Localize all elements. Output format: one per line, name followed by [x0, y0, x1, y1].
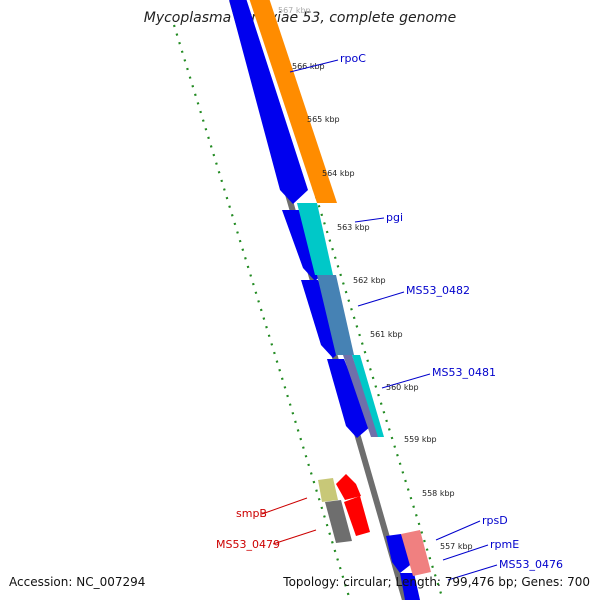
scale-label-560: 560 kbp — [386, 383, 419, 392]
cds-arrow-1[interactable] — [227, 0, 308, 204]
gene-label-rpoC[interactable]: rpoC — [340, 52, 366, 65]
cds-arrow-5[interactable] — [386, 534, 414, 573]
map-title: Mycoplasma synoviae 53, complete genome — [143, 10, 457, 26]
gene-label-ms53_0479[interactable]: MS53_0479 — [216, 538, 280, 551]
leader-ms53_0481 — [381, 373, 431, 389]
scale-label-564: 564 kbp — [322, 169, 355, 178]
cds-arrow-6[interactable] — [400, 573, 420, 600]
scale-label-563: 563 kbp — [337, 223, 370, 232]
scale-label-559: 559 kbp — [404, 435, 437, 444]
feature-pgi-band[interactable] — [297, 203, 333, 275]
scale-label-561: 561 kbp — [370, 330, 403, 339]
scale-label-558: 558 kbp — [422, 489, 455, 498]
gene-label-smpB[interactable]: smpB — [236, 507, 267, 520]
feature-ms53_0481-band-cyan[interactable] — [352, 355, 384, 437]
leader-rpsD — [435, 520, 481, 541]
leader-ms53_0482 — [357, 291, 405, 307]
feature-ms53_0481-band[interactable] — [343, 355, 380, 437]
outer-dotted-ring — [172, 24, 352, 600]
gene-label-pgi[interactable]: pgi — [386, 211, 403, 224]
leader-ms53_0479 — [272, 529, 317, 545]
leader-rpoC — [289, 59, 339, 73]
gene-label-rpsD[interactable]: rpsD — [482, 514, 508, 527]
topology-text: Topology: circular; Length: 799,476 bp; … — [283, 575, 590, 589]
scale-label-565: 565 kbp — [307, 115, 340, 124]
scale-label-567: 567 kbp — [278, 6, 311, 15]
leader-smpB — [261, 497, 308, 515]
feature-ms53_0479-band[interactable] — [325, 500, 352, 543]
gene-label-rpmE[interactable]: rpmE — [490, 538, 519, 551]
feature-ms53_0479-arrow[interactable] — [344, 496, 370, 536]
scale-label-557: 557 kbp — [440, 542, 473, 551]
gene-label-ms53_0482[interactable]: MS53_0482 — [406, 284, 470, 297]
accession-text: Accession: NC_007294 — [9, 575, 146, 589]
leader-pgi — [354, 217, 385, 223]
feature-rpoC-band[interactable] — [247, 0, 337, 203]
feature-smpB-band[interactable] — [318, 478, 338, 502]
feature-smpB-arrow[interactable] — [336, 474, 361, 500]
feature-ms53_0482-band[interactable] — [317, 275, 354, 355]
leader-ms53_0476 — [447, 564, 498, 581]
gene-label-ms53_0476[interactable]: MS53_0476 — [499, 558, 563, 571]
scale-label-566: 566 kbp — [292, 62, 325, 71]
cds-arrow-4[interactable] — [327, 359, 371, 438]
gene-label-ms53_0481[interactable]: MS53_0481 — [432, 366, 496, 379]
feature-rpsD-band[interactable] — [401, 530, 431, 576]
leader-rpmE — [442, 544, 489, 561]
scale-label-562: 562 kbp — [353, 276, 386, 285]
